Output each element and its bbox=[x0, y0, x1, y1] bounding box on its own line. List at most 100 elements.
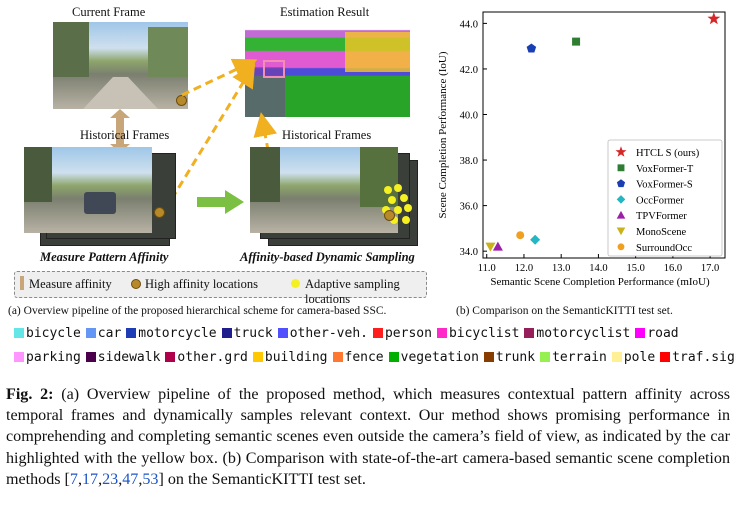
historical-frame-right-image bbox=[250, 147, 398, 233]
citation-link[interactable]: 7 bbox=[69, 470, 78, 488]
data-point bbox=[516, 231, 525, 240]
adaptive-sampling-icon bbox=[291, 279, 300, 288]
measure-affinity-icon bbox=[20, 276, 24, 290]
x-tick-label: 11.0 bbox=[478, 263, 496, 274]
x-tick-label: 13.0 bbox=[552, 263, 570, 274]
legend-marker bbox=[616, 179, 626, 188]
caption-text-2: ] on the SemanticKITTI test set. bbox=[158, 470, 366, 488]
class-color-swatch bbox=[85, 328, 96, 338]
class-legend-item: traf.sign bbox=[660, 350, 736, 365]
class-label: other.grd bbox=[177, 350, 248, 365]
x-tick-label: 14.0 bbox=[589, 263, 607, 274]
class-label: sidewalk bbox=[97, 350, 161, 365]
figure-label: Fig. 2: bbox=[6, 386, 54, 403]
citation-refs[interactable]: 7,17,23,47,53 bbox=[69, 470, 159, 488]
legend-label: OccFormer bbox=[636, 195, 684, 206]
citation-link[interactable]: 53 bbox=[142, 470, 159, 488]
x-tick-label: 16.0 bbox=[664, 263, 682, 274]
class-legend-item: sidewalk bbox=[85, 350, 161, 365]
class-label: person bbox=[384, 326, 432, 341]
class-color-swatch bbox=[126, 328, 137, 338]
legend-adaptive-sampling: Adaptive sampling locations bbox=[305, 277, 400, 306]
class-color-swatch bbox=[14, 352, 24, 362]
class-color-swatch bbox=[388, 352, 399, 362]
data-point bbox=[526, 43, 537, 53]
legend-label: HTCL S (ours) bbox=[636, 148, 700, 159]
class-legend-item: other.grd bbox=[165, 350, 248, 365]
class-legend-item: motorcyclist bbox=[524, 326, 630, 341]
class-legend-item: bicyclist bbox=[436, 326, 520, 341]
data-point bbox=[492, 241, 503, 251]
plot-frame bbox=[482, 11, 726, 259]
class-legend-item: terrain bbox=[540, 350, 607, 365]
data-point bbox=[485, 242, 496, 252]
legend-marker bbox=[617, 164, 625, 172]
class-legend-item: road bbox=[635, 326, 679, 341]
class-color-swatch bbox=[483, 352, 494, 362]
estimation-result-label: Estimation Result bbox=[280, 5, 370, 19]
class-legend-item: vegetation bbox=[388, 350, 479, 365]
estimation-result-image bbox=[245, 22, 410, 117]
x-tick-label: 17.0 bbox=[701, 263, 719, 274]
caption-text-1: (a) Overview pipeline of the proposed me… bbox=[6, 386, 730, 488]
class-color-swatch bbox=[165, 352, 176, 362]
y-tick-label: 34.0 bbox=[460, 247, 478, 258]
class-legend-row-2: parking sidewalk other.grd building fence veg… bbox=[14, 350, 736, 365]
class-color-swatch bbox=[372, 328, 383, 338]
high-affinity-icon bbox=[131, 279, 141, 289]
class-label: road bbox=[647, 326, 679, 341]
class-legend-item: bicycle bbox=[14, 326, 81, 341]
data-point bbox=[572, 37, 581, 46]
y-tick-label: 44.0 bbox=[460, 19, 478, 30]
legend-marker bbox=[615, 146, 627, 157]
chart-legend-box bbox=[607, 139, 723, 257]
class-legend-item: other-veh. bbox=[277, 326, 368, 341]
x-tick-label: 15.0 bbox=[626, 263, 644, 274]
class-legend-item: person bbox=[372, 326, 432, 341]
affinity-arrows bbox=[110, 58, 278, 214]
class-legend-item: car bbox=[85, 326, 121, 341]
class-color-swatch bbox=[14, 328, 24, 338]
class-label: terrain bbox=[552, 350, 607, 365]
legend-marker bbox=[616, 210, 626, 219]
citation-link[interactable]: 17 bbox=[82, 470, 99, 488]
class-color-swatch bbox=[221, 328, 232, 338]
scatter-chart: 11.0 12.0 13.0 14.0 15.0 16.0 17.0 34.0 36.0 38.0… bbox=[437, 11, 726, 288]
legend-marker bbox=[617, 243, 625, 251]
class-color-swatch bbox=[635, 328, 646, 338]
legend-label: VoxFormer-T bbox=[636, 164, 694, 175]
class-color-swatch bbox=[436, 328, 447, 338]
semantic-class-legend: bicycle car motorcycle truck other-veh. perso… bbox=[0, 326, 736, 376]
class-legend-item: pole bbox=[611, 350, 655, 365]
class-color-swatch bbox=[252, 352, 263, 362]
class-legend-item: fence bbox=[332, 350, 384, 365]
class-legend-item: parking bbox=[14, 350, 81, 365]
y-tick-label: 42.0 bbox=[460, 65, 478, 76]
legend-measure-affinity: Measure affinity bbox=[29, 277, 112, 291]
historical-frames-left-label: Historical Frames bbox=[80, 128, 170, 142]
class-label: bicycle bbox=[26, 326, 81, 341]
legend-label: SurroundOcc bbox=[636, 243, 692, 254]
adaptive-sampling-points bbox=[382, 184, 412, 224]
citation-link[interactable]: 47 bbox=[122, 470, 139, 488]
class-legend-item: trunk bbox=[483, 350, 535, 365]
current-frame-image bbox=[53, 22, 188, 109]
class-label: building bbox=[264, 350, 328, 365]
legend-label: TPVFormer bbox=[636, 211, 687, 222]
class-label: vegetation bbox=[400, 350, 479, 365]
class-legend-item: motorcycle bbox=[126, 326, 217, 341]
class-legend-row-1: bicycle car motorcycle truck other-veh. perso… bbox=[14, 326, 684, 341]
measure-pattern-affinity-label: Measure Pattern Affinity bbox=[40, 250, 169, 264]
data-point bbox=[530, 234, 541, 245]
affinity-dynamic-sampling-label: Affinity-based Dynamic Sampling bbox=[240, 250, 415, 264]
legend-label: VoxFormer-S bbox=[636, 180, 693, 191]
class-color-swatch bbox=[332, 352, 343, 362]
data-point bbox=[707, 12, 721, 25]
class-label: parking bbox=[26, 350, 81, 365]
class-color-swatch bbox=[611, 352, 622, 362]
y-tick-label: 40.0 bbox=[460, 111, 478, 122]
class-label: bicyclist bbox=[448, 326, 520, 341]
y-axis-label: Scene Completion Performance (IoU) bbox=[437, 51, 449, 218]
figure-caption: Fig. 2: (a) Overview pipeline of the pro… bbox=[6, 384, 730, 490]
citation-link[interactable]: 23 bbox=[102, 470, 119, 488]
